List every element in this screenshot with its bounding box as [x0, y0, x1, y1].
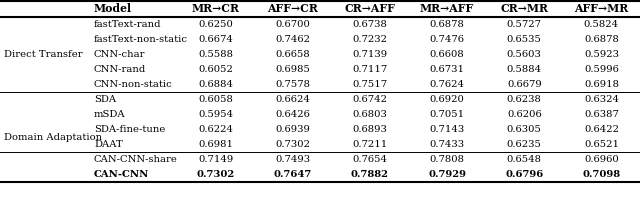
Text: 0.6324: 0.6324 [584, 95, 619, 104]
Text: 0.7302: 0.7302 [275, 140, 310, 149]
Text: 0.6878: 0.6878 [429, 20, 465, 29]
Text: 0.7143: 0.7143 [429, 125, 465, 134]
Text: 0.7139: 0.7139 [353, 50, 387, 59]
Text: fastText-rand: fastText-rand [94, 20, 161, 29]
Text: 0.6960: 0.6960 [584, 155, 619, 164]
Text: 0.6884: 0.6884 [198, 80, 233, 89]
Text: 0.7882: 0.7882 [351, 170, 389, 179]
Text: 0.7149: 0.7149 [198, 155, 233, 164]
Text: CR→MR: CR→MR [500, 3, 548, 14]
Text: CR→AFF: CR→AFF [344, 3, 396, 14]
Text: Direct Transfer: Direct Transfer [4, 50, 83, 59]
Text: 0.7578: 0.7578 [275, 80, 310, 89]
Text: 0.6624: 0.6624 [275, 95, 310, 104]
Text: SDA: SDA [94, 95, 116, 104]
Text: 0.6796: 0.6796 [505, 170, 543, 179]
Text: 0.6731: 0.6731 [429, 65, 465, 74]
Text: 0.6387: 0.6387 [584, 110, 619, 119]
Text: 0.6742: 0.6742 [353, 95, 387, 104]
Text: 0.5588: 0.5588 [198, 50, 233, 59]
Text: 0.6674: 0.6674 [198, 35, 233, 44]
Text: 0.7462: 0.7462 [275, 35, 310, 44]
Text: 0.6058: 0.6058 [198, 95, 233, 104]
Text: 0.7117: 0.7117 [352, 65, 388, 74]
Text: 0.6521: 0.6521 [584, 140, 619, 149]
Text: 0.5603: 0.5603 [507, 50, 541, 59]
Text: 0.6803: 0.6803 [353, 110, 387, 119]
Text: 0.5727: 0.5727 [507, 20, 541, 29]
Text: 0.6939: 0.6939 [275, 125, 310, 134]
Text: 0.6893: 0.6893 [353, 125, 387, 134]
Text: 0.6738: 0.6738 [353, 20, 387, 29]
Text: 0.6658: 0.6658 [275, 50, 310, 59]
Text: 0.6235: 0.6235 [507, 140, 541, 149]
Text: 0.6426: 0.6426 [275, 110, 310, 119]
Text: 0.5923: 0.5923 [584, 50, 619, 59]
Text: SDA-fine-tune: SDA-fine-tune [94, 125, 165, 134]
Text: 0.6920: 0.6920 [429, 95, 465, 104]
Text: 0.5996: 0.5996 [584, 65, 619, 74]
Text: 0.5954: 0.5954 [198, 110, 233, 119]
Text: 0.7647: 0.7647 [274, 170, 312, 179]
Text: 0.6548: 0.6548 [507, 155, 541, 164]
Text: 0.6981: 0.6981 [198, 140, 233, 149]
Text: fastText-non-static: fastText-non-static [94, 35, 188, 44]
Text: 0.7232: 0.7232 [353, 35, 387, 44]
Text: 0.7211: 0.7211 [352, 140, 388, 149]
Text: 0.6535: 0.6535 [507, 35, 541, 44]
Text: 0.6700: 0.6700 [275, 20, 310, 29]
Text: 0.7808: 0.7808 [429, 155, 465, 164]
Text: CNN-non-static: CNN-non-static [94, 80, 173, 89]
Text: Model: Model [94, 3, 132, 14]
Text: 0.6224: 0.6224 [198, 125, 233, 134]
Text: mSDA: mSDA [94, 110, 125, 119]
Text: 0.6250: 0.6250 [198, 20, 233, 29]
Text: 0.6608: 0.6608 [429, 50, 465, 59]
Text: 0.7476: 0.7476 [429, 35, 465, 44]
Text: 0.7302: 0.7302 [196, 170, 235, 179]
Text: 0.7929: 0.7929 [428, 170, 466, 179]
Text: 0.6985: 0.6985 [275, 65, 310, 74]
Text: 0.6238: 0.6238 [507, 95, 541, 104]
Text: 0.6679: 0.6679 [507, 80, 541, 89]
Text: 0.7624: 0.7624 [429, 80, 465, 89]
Text: CAN-CNN-share: CAN-CNN-share [94, 155, 178, 164]
Text: 0.7433: 0.7433 [429, 140, 465, 149]
Text: 0.6206: 0.6206 [507, 110, 541, 119]
Text: 0.5884: 0.5884 [507, 65, 542, 74]
Text: 0.7517: 0.7517 [353, 80, 387, 89]
Text: DAAT: DAAT [94, 140, 123, 149]
Text: 0.7051: 0.7051 [429, 110, 465, 119]
Text: 0.7654: 0.7654 [353, 155, 387, 164]
Text: CAN-CNN: CAN-CNN [94, 170, 149, 179]
Text: 0.5824: 0.5824 [584, 20, 619, 29]
Text: AFF→MR: AFF→MR [574, 3, 628, 14]
Text: 0.7493: 0.7493 [275, 155, 310, 164]
Text: Domain Adaptation: Domain Adaptation [4, 132, 102, 141]
Text: 0.6052: 0.6052 [198, 65, 233, 74]
Text: 0.6305: 0.6305 [507, 125, 541, 134]
Text: MR→CR: MR→CR [191, 3, 239, 14]
Text: 0.6422: 0.6422 [584, 125, 619, 134]
Text: 0.6918: 0.6918 [584, 80, 619, 89]
Text: CNN-char: CNN-char [94, 50, 145, 59]
Text: 0.7098: 0.7098 [582, 170, 620, 179]
Text: MR→AFF: MR→AFF [420, 3, 474, 14]
Text: 0.6878: 0.6878 [584, 35, 619, 44]
Text: CNN-rand: CNN-rand [94, 65, 147, 74]
Text: AFF→CR: AFF→CR [268, 3, 318, 14]
